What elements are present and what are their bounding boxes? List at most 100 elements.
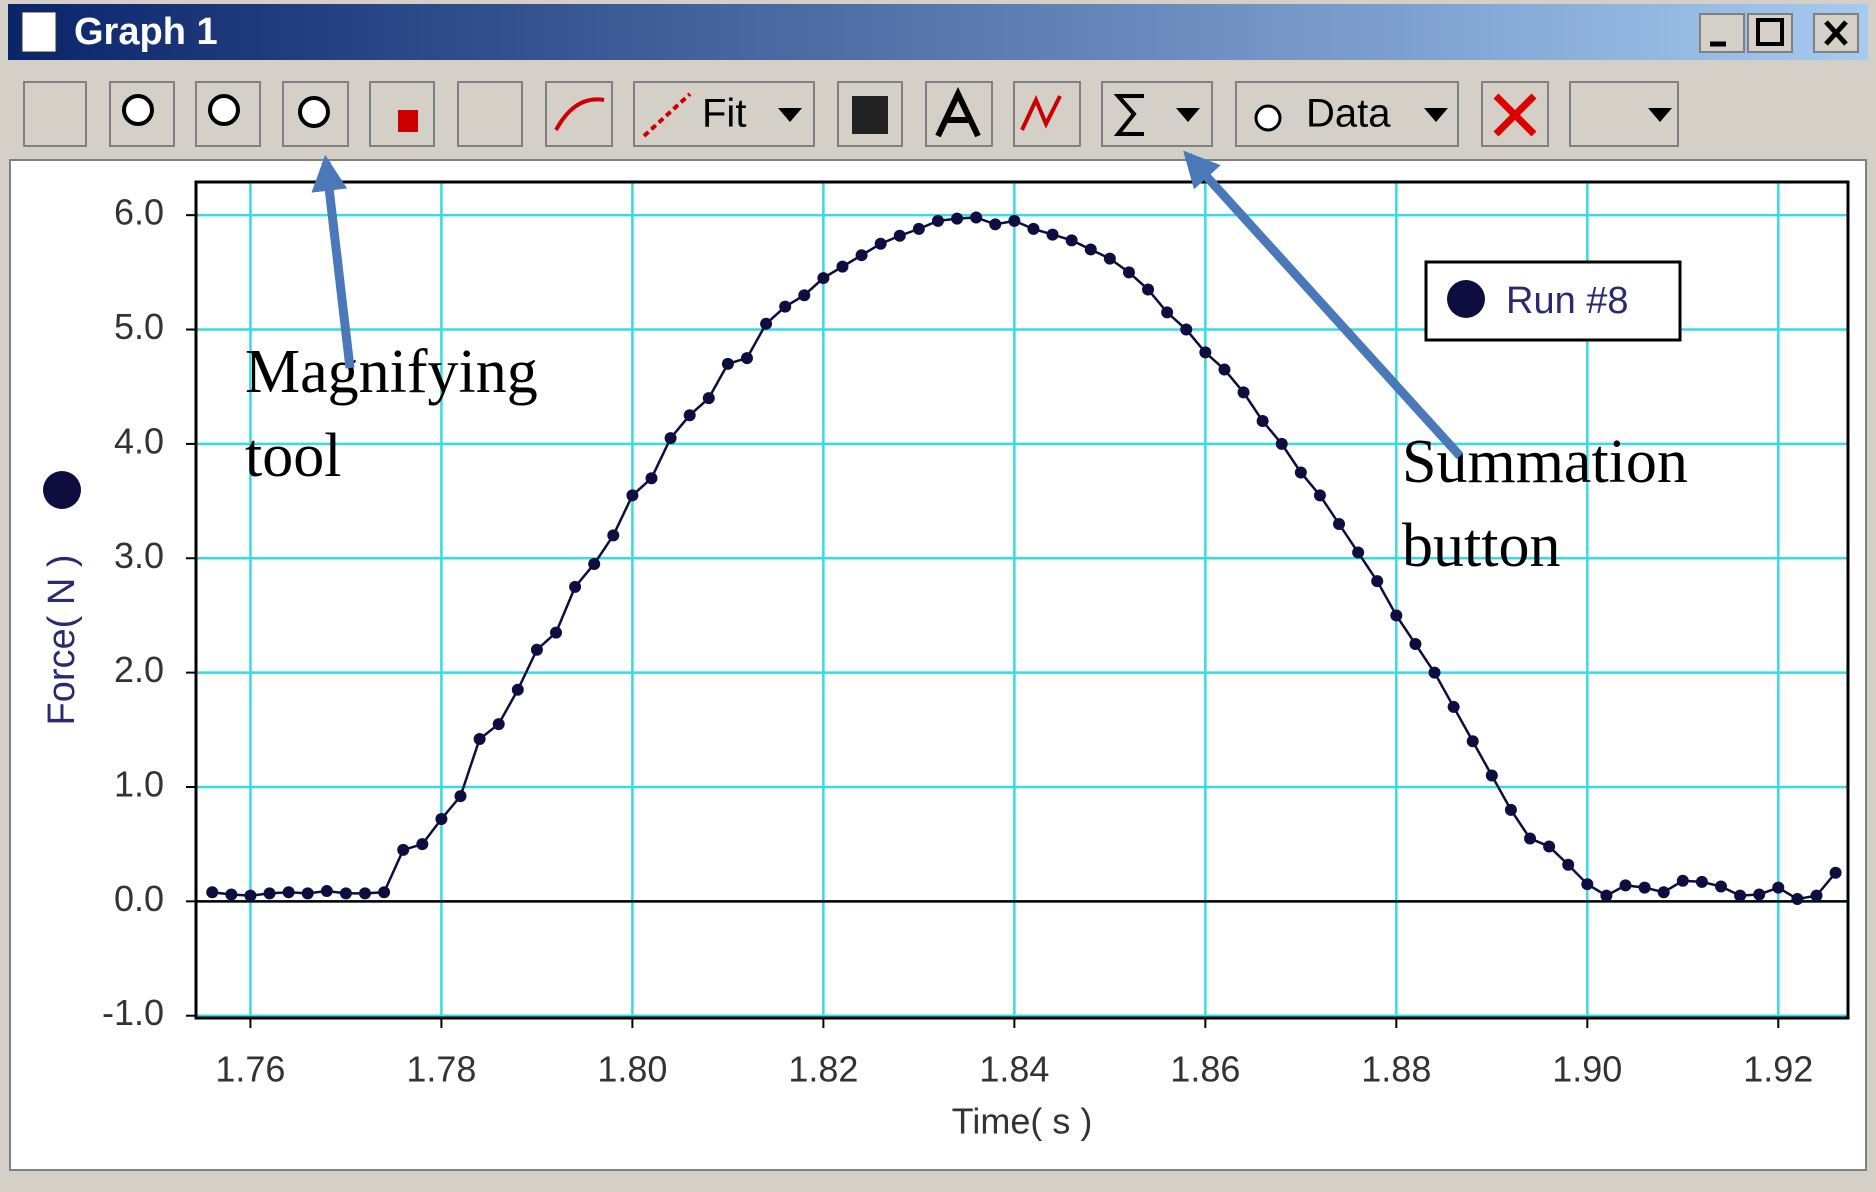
data-point [1753,888,1766,901]
data-point [1352,546,1365,559]
data-point [244,889,257,902]
y-tick-label: 1.0 [114,764,164,805]
draw-button[interactable] [1013,81,1081,147]
data-point [359,887,372,900]
x-tick-label: 1.92 [1743,1049,1813,1090]
data-point [397,843,410,856]
data-point [1199,346,1212,359]
y-tick-label: 4.0 [114,420,164,461]
data-point [1027,222,1040,235]
data-point [855,249,868,262]
close-icon [1824,20,1848,46]
data-point [301,887,314,900]
data-point [721,357,734,370]
calculator-icon [852,96,888,134]
y-tick-label: 6.0 [114,192,164,233]
data-point [1333,517,1346,530]
data-point [893,229,906,242]
toolbar: Fit Data [23,81,1679,147]
data-point [951,212,964,225]
annotation-text: Magnifying [245,338,538,406]
annotation-text: tool [245,422,341,490]
data-point [1313,489,1326,502]
fit-icon [642,92,692,138]
data-point [683,409,696,422]
x-tick-label: 1.84 [979,1049,1049,1090]
data-point [339,887,352,900]
data-point [1485,769,1498,782]
y-axis-series-marker [43,471,81,509]
window-title: Graph 1 [74,11,218,53]
data-point [1791,893,1804,906]
data-point [225,888,238,901]
data-point [664,432,677,445]
delete-button[interactable] [1481,81,1549,147]
dropdown-arrow [1648,108,1672,122]
data-point [1142,283,1155,296]
data-point [1466,735,1479,748]
data-point [1810,889,1823,902]
data-point [1294,466,1307,479]
data-point [1275,437,1288,450]
data-point [454,790,467,803]
data-point [1562,858,1575,871]
data-point [1065,234,1078,247]
data-point [1504,803,1517,816]
summation-button[interactable] [1101,81,1213,147]
data-point [1084,243,1097,256]
annotation-arrow [311,154,355,369]
data-point [1543,840,1556,853]
data-point [1676,874,1689,887]
data-point [206,886,219,899]
annotation-icon [935,87,981,138]
maximize-icon [1756,18,1784,46]
fit-label: Fit [702,92,746,136]
dropdown-arrow [778,108,802,122]
delete-icon [1493,93,1537,137]
data-point [1390,609,1403,622]
data-icon [1254,104,1282,132]
data-point [473,732,486,745]
x-tick-label: 1.90 [1552,1049,1622,1090]
data-point [760,317,773,330]
data-point [378,886,391,899]
y-tick-label: 5.0 [114,306,164,347]
data-point [626,489,639,502]
tangent-button[interactable] [545,81,613,147]
zoom-in-icon [122,94,154,126]
data-point [435,813,448,826]
title-bar [8,4,1868,60]
data-point [282,886,295,899]
data-point [989,218,1002,231]
plot: 1.76 1.78 1.80 1.82 1.84 1.86 1.88 1.90 1.92 -1.0… [41,180,1850,1142]
data-point [530,643,543,656]
data-point [1695,875,1708,888]
data-point [779,300,792,313]
x-tick-label: 1.82 [788,1049,858,1090]
data-point [1657,886,1670,899]
y-tick-label: 0.0 [114,878,164,919]
data-point [1600,889,1613,902]
x-axis-title: Time( s ) [952,1101,1093,1142]
window-controls [1699,13,1859,53]
autoscale-button[interactable] [23,81,87,147]
data-point [1218,363,1231,376]
data-point [607,529,620,542]
magnify-icon [298,96,330,128]
data-point [970,211,983,224]
annotation-arrow [1183,150,1464,460]
data-point [1046,228,1059,241]
y-tick-label: -1.0 [102,992,164,1033]
data-point [1447,700,1460,713]
y-axis-title: Force( N ) [41,555,83,726]
data-point [912,222,925,235]
y-tick-label: 2.0 [114,649,164,690]
data-point [1619,879,1632,892]
y-tick-label: 3.0 [114,535,164,576]
dropdown-arrow [1424,108,1448,122]
data-point [740,352,753,365]
crosshair-button[interactable] [457,81,523,147]
x-tick-label: 1.80 [597,1049,667,1090]
data-point [702,392,715,405]
